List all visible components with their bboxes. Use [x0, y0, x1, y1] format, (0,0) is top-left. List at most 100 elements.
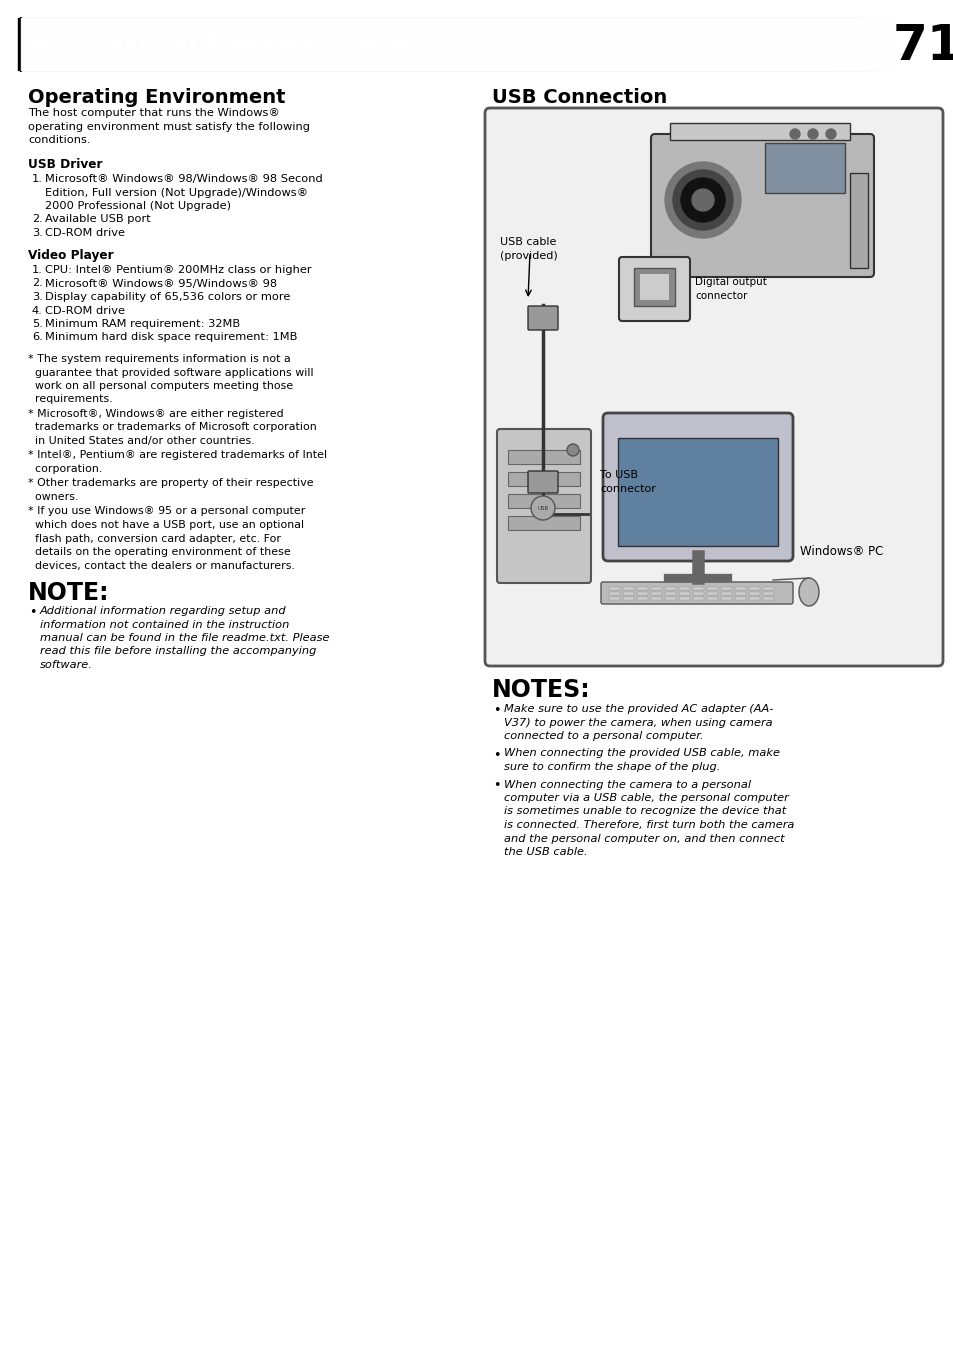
Text: connector: connector	[599, 484, 655, 495]
Bar	[507, 472, 579, 486]
Text: sure to confirm the shape of the plug.: sure to confirm the shape of the plug.	[503, 762, 720, 772]
FancyBboxPatch shape	[527, 472, 558, 493]
Bar	[608, 587, 619, 589]
Bar	[734, 592, 745, 595]
Bar	[664, 598, 676, 600]
Text: trademarks or trademarks of Microsoft corporation: trademarks or trademarks of Microsoft co…	[28, 423, 316, 432]
Bar	[734, 587, 745, 589]
Bar	[679, 587, 689, 589]
Text: Operating Environment: Operating Environment	[28, 88, 285, 107]
Text: 6.: 6.	[32, 332, 43, 343]
Circle shape	[789, 129, 800, 140]
Text: requirements.: requirements.	[28, 394, 112, 405]
Text: Display capability of 65,536 colors or more: Display capability of 65,536 colors or m…	[45, 291, 290, 302]
Text: 1.: 1.	[32, 266, 43, 275]
Text: CPU: Intel® Pentium® 200MHz class or higher: CPU: Intel® Pentium® 200MHz class or hig…	[45, 266, 312, 275]
Bar	[748, 598, 760, 600]
Circle shape	[531, 496, 555, 520]
Text: * Other trademarks are property of their respective: * Other trademarks are property of their…	[28, 478, 314, 489]
Bar	[706, 587, 718, 589]
Bar	[748, 587, 760, 589]
Text: USB cable: USB cable	[499, 237, 556, 247]
Text: information not contained in the instruction: information not contained in the instruc…	[40, 619, 289, 630]
Text: devices, contact the dealers or manufacturers.: devices, contact the dealers or manufact…	[28, 561, 294, 570]
Text: 1.: 1.	[32, 173, 43, 184]
Text: Additional information regarding setup and: Additional information regarding setup a…	[40, 606, 286, 617]
Text: and the personal computer on, and then connect: and the personal computer on, and then c…	[503, 833, 783, 844]
Text: owners.: owners.	[28, 492, 78, 501]
Text: USB: USB	[537, 505, 548, 511]
Circle shape	[691, 188, 713, 211]
Text: details on the operating environment of these: details on the operating environment of …	[28, 547, 291, 557]
Bar	[762, 592, 773, 595]
Text: is sometimes unable to recognize the device that: is sometimes unable to recognize the dev…	[503, 806, 785, 817]
Bar	[762, 587, 773, 589]
Text: in United States and/or other countries.: in United States and/or other countries.	[28, 436, 254, 446]
FancyBboxPatch shape	[618, 257, 689, 321]
Bar	[507, 516, 579, 530]
Text: is connected. Therefore, first turn both the camera: is connected. Therefore, first turn both…	[503, 820, 794, 831]
Bar	[637, 587, 647, 589]
Text: 4.: 4.	[32, 305, 43, 316]
Text: NOTE:: NOTE:	[28, 581, 110, 604]
Bar	[637, 592, 647, 595]
Bar	[622, 592, 634, 595]
Text: USB Driver: USB Driver	[28, 159, 102, 172]
Text: The host computer that runs the Windows®: The host computer that runs the Windows®	[28, 108, 279, 118]
Bar	[734, 598, 745, 600]
Text: •: •	[493, 748, 500, 762]
Text: Windows® PC: Windows® PC	[800, 545, 882, 558]
Text: Digital output: Digital output	[695, 276, 766, 287]
Bar	[679, 598, 689, 600]
Bar	[849, 173, 867, 268]
Bar	[650, 592, 661, 595]
FancyBboxPatch shape	[527, 306, 558, 331]
Text: When connecting the camera to a personal: When connecting the camera to a personal	[503, 779, 750, 790]
Bar	[720, 598, 731, 600]
Text: (provided): (provided)	[499, 251, 558, 262]
Text: CD-ROM drive: CD-ROM drive	[45, 228, 125, 238]
Text: work on all personal computers meeting those: work on all personal computers meeting t…	[28, 381, 293, 392]
Bar	[679, 592, 689, 595]
Bar	[507, 450, 579, 463]
Circle shape	[680, 178, 724, 222]
Text: guarantee that provided software applications will: guarantee that provided software applica…	[28, 367, 314, 378]
Ellipse shape	[799, 579, 818, 606]
Text: 2.: 2.	[32, 214, 43, 225]
Bar	[664, 587, 676, 589]
Text: * Intel®, Pentium® are registered trademarks of Intel: * Intel®, Pentium® are registered tradem…	[28, 450, 327, 461]
Text: USB Connection: USB Connection	[492, 88, 666, 107]
Text: •: •	[29, 606, 36, 619]
Bar	[706, 592, 718, 595]
Bar	[692, 587, 703, 589]
Text: Video Player: Video Player	[28, 249, 113, 263]
Bar	[634, 268, 675, 306]
Text: flash path, conversion card adapter, etc. For: flash path, conversion card adapter, etc…	[28, 534, 281, 543]
Text: 3.: 3.	[32, 291, 43, 302]
Circle shape	[672, 169, 732, 230]
Text: conditions.: conditions.	[28, 136, 91, 145]
Bar	[650, 598, 661, 600]
Text: * Microsoft®, Windows® are either registered: * Microsoft®, Windows® are either regist…	[28, 409, 283, 419]
Circle shape	[664, 163, 740, 238]
Text: Minimum hard disk space requirement: 1MB: Minimum hard disk space requirement: 1MB	[45, 332, 297, 343]
Bar	[762, 598, 773, 600]
Text: Minimum RAM requirement: 32MB: Minimum RAM requirement: 32MB	[45, 318, 240, 329]
Text: Available USB port: Available USB port	[45, 214, 151, 225]
Text: read this file before installing the accompanying: read this file before installing the acc…	[40, 646, 316, 657]
Text: 5.: 5.	[32, 318, 43, 329]
Bar	[618, 438, 778, 546]
Bar	[706, 598, 718, 600]
Bar	[622, 587, 634, 589]
FancyBboxPatch shape	[484, 108, 942, 667]
Bar	[507, 495, 579, 508]
Text: Edition, Full version (Not Upgrade)/Windows®: Edition, Full version (Not Upgrade)/Wind…	[45, 187, 308, 198]
Text: Microsoft® Windows® 98/Windows® 98 Second: Microsoft® Windows® 98/Windows® 98 Secon…	[45, 173, 322, 184]
Text: connected to a personal computer.: connected to a personal computer.	[503, 730, 702, 741]
Text: V37) to power the camera, when using camera: V37) to power the camera, when using cam…	[503, 718, 772, 728]
Text: corporation.: corporation.	[28, 463, 102, 474]
Text: 2000 Professional (Not Upgrade): 2000 Professional (Not Upgrade)	[45, 201, 231, 211]
Bar	[692, 598, 703, 600]
Text: software.: software.	[40, 660, 92, 669]
Text: * The system requirements information is not a: * The system requirements information is…	[28, 354, 291, 364]
